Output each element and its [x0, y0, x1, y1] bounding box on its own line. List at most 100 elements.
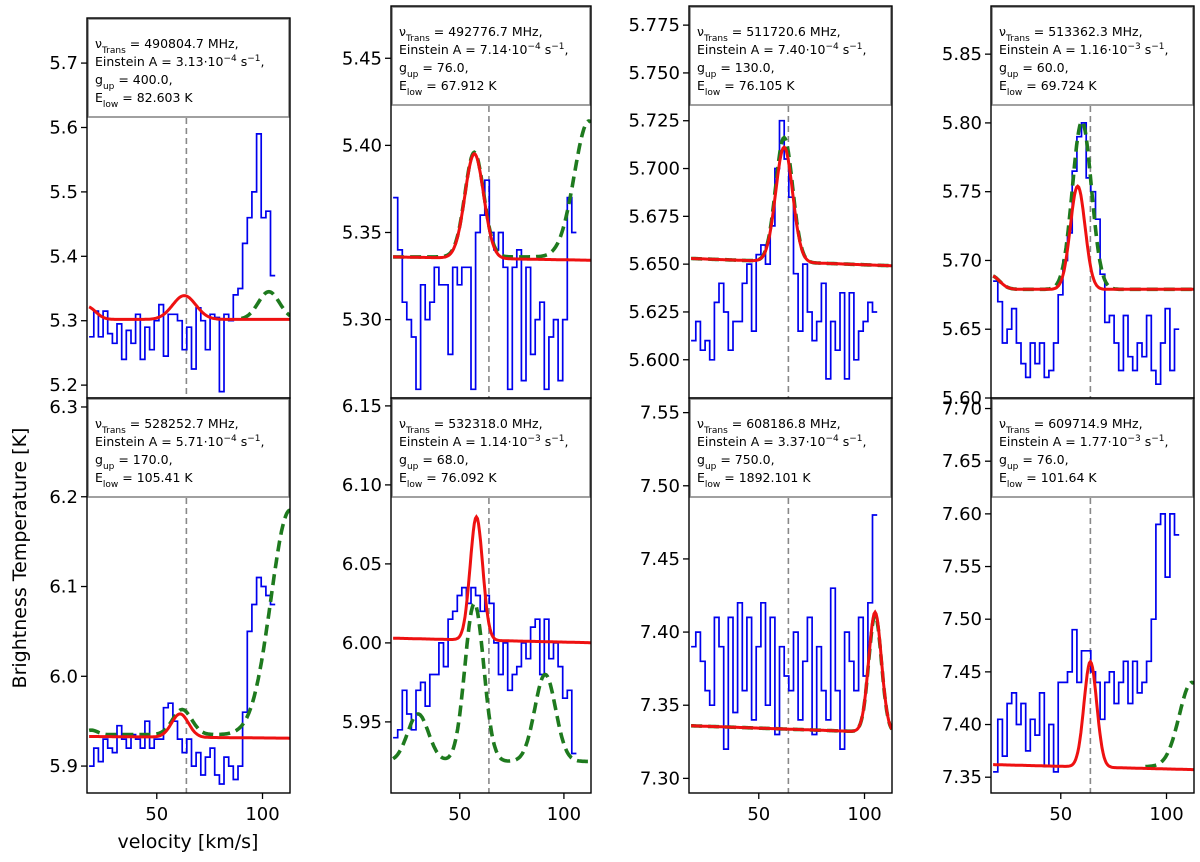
y-tick-label: 5.700 [628, 159, 680, 180]
model-spectrum [88, 508, 290, 737]
transition-info-line: gup = 60.0, [999, 60, 1069, 80]
transition-info-line: Einstein A = 1.77·10−3 s−1, [999, 434, 1169, 449]
x-tick-label: 50 [145, 804, 168, 825]
y-axis-label: Brightness Temperature [K] [9, 428, 31, 689]
transition-info-line: νTrans = 609714.9 MHz, [999, 416, 1143, 436]
transition-info-line: νTrans = 528252.7 MHz, [95, 416, 239, 436]
panel-grid: νTrans = 490804.7 MHz,Einstein A = 3.13·… [49, 5, 1195, 825]
y-tick-label: 6.3 [49, 397, 78, 418]
transition-info-line: Elow = 69.724 K [999, 78, 1097, 98]
model-spectrum [392, 600, 591, 764]
panel-6: νTrans = 532318.0 MHz,Einstein A = 1.14·… [342, 396, 592, 825]
panel-1: νTrans = 490804.7 MHz,Einstein A = 3.13·… [49, 17, 291, 404]
y-tick-label: 7.35 [640, 695, 680, 716]
observed-spectrum [691, 514, 878, 750]
y-tick-label: 5.775 [628, 15, 680, 36]
transition-info-box [689, 398, 892, 498]
y-tick-label: 5.70 [942, 250, 982, 271]
transition-info-line: gup = 68.0, [399, 452, 469, 472]
transition-info-line: Elow = 1892.101 K [697, 470, 811, 490]
y-tick-label: 6.2 [49, 487, 78, 508]
transition-info-line: νTrans = 511720.6 MHz, [697, 24, 841, 44]
y-tick-label: 5.625 [628, 302, 680, 323]
y-tick-label: 5.85 [942, 44, 982, 65]
transition-info-line: Elow = 67.912 K [399, 78, 497, 98]
model-spectrum [992, 118, 1194, 292]
y-tick-label: 7.65 [942, 451, 982, 472]
y-tick-label: 7.70 [942, 399, 982, 420]
x-tick-label: 50 [1049, 804, 1072, 825]
y-tick-label: 5.6 [49, 117, 78, 138]
y-tick-label: 6.0 [49, 666, 78, 687]
transition-info-box [689, 6, 892, 106]
transition-info-line: gup = 76.0, [999, 452, 1069, 472]
y-tick-label: 6.15 [342, 396, 382, 417]
transition-info-line: gup = 130.0, [697, 60, 775, 80]
observed-spectrum [393, 586, 577, 755]
y-tick-label: 7.55 [640, 403, 680, 424]
model-spectrum [1145, 680, 1194, 769]
y-tick-label: 5.675 [628, 206, 680, 227]
model-spectrum [240, 289, 290, 321]
panel-frame [990, 397, 1195, 794]
panel-frame [86, 397, 291, 794]
y-tick-label: 5.7 [49, 53, 78, 74]
y-tick-label: 5.725 [628, 111, 680, 132]
fit-spectrum [691, 145, 892, 268]
fit-spectrum [89, 712, 290, 740]
transition-info-line: gup = 170.0, [95, 452, 173, 472]
y-tick-label: 7.30 [640, 768, 680, 789]
panel-3: νTrans = 511720.6 MHz,Einstein A = 7.40·… [628, 5, 893, 404]
transition-info-line: νTrans = 490804.7 MHz, [95, 36, 239, 56]
observed-spectrum [691, 119, 878, 380]
y-tick-label: 5.5 [49, 182, 78, 203]
transition-info-line: νTrans = 492776.7 MHz, [399, 24, 543, 44]
observed-spectrum [393, 179, 577, 391]
transition-info-line: Elow = 105.41 K [95, 470, 193, 490]
transition-info-line: gup = 76.0, [399, 60, 469, 80]
fit-spectrum [393, 151, 591, 262]
x-tick-label: 50 [448, 804, 471, 825]
transition-info-box [991, 398, 1194, 498]
y-tick-label: 6.00 [342, 633, 382, 654]
y-tick-label: 5.9 [49, 756, 78, 777]
transition-info-line: Einstein A = 1.14·10−3 s−1, [399, 434, 569, 449]
y-tick-label: 5.45 [342, 48, 382, 69]
panel-4: νTrans = 513362.3 MHz,Einstein A = 1.16·… [942, 5, 1195, 409]
x-tick-label: 100 [847, 804, 881, 825]
y-tick-label: 7.50 [942, 609, 982, 630]
transition-info-line: Elow = 82.603 K [95, 90, 193, 110]
x-tick-label: 100 [547, 804, 581, 825]
transition-info-line: νTrans = 513362.3 MHz, [999, 24, 1143, 44]
observed-spectrum [993, 513, 1180, 773]
transition-info-line: gup = 400.0, [95, 72, 173, 92]
y-tick-label: 5.750 [628, 63, 680, 84]
transition-info-box [991, 6, 1194, 106]
fit-spectrum [393, 514, 591, 645]
transition-info-line: gup = 750.0, [697, 452, 775, 472]
y-tick-label: 5.600 [628, 350, 680, 371]
transition-info-box [87, 18, 290, 118]
y-tick-label: 6.05 [342, 554, 382, 575]
y-tick-label: 5.80 [942, 113, 982, 134]
y-tick-label: 7.55 [942, 557, 982, 578]
fit-spectrum [992, 184, 1194, 291]
y-tick-label: 5.75 [942, 182, 982, 203]
transition-info-line: Einstein A = 3.37·10−4 s−1, [697, 434, 867, 449]
y-tick-label: 7.40 [942, 715, 982, 736]
y-tick-label: 7.60 [942, 504, 982, 525]
y-tick-label: 5.30 [342, 310, 382, 331]
y-tick-label: 6.1 [49, 577, 78, 598]
panel-8: νTrans = 609714.9 MHz,Einstein A = 1.77·… [942, 397, 1195, 825]
y-tick-label: 7.45 [942, 662, 982, 683]
transition-info-line: νTrans = 608186.8 MHz, [697, 416, 841, 436]
transition-info-line: Elow = 101.64 K [999, 470, 1097, 490]
panel-frame [688, 397, 893, 794]
y-tick-label: 5.4 [49, 246, 78, 267]
observed-spectrum [89, 576, 276, 785]
transition-info-line: Einstein A = 5.71·10−4 s−1, [95, 434, 265, 449]
y-tick-label: 5.35 [342, 222, 382, 243]
x-tick-label: 100 [245, 804, 279, 825]
observed-spectrum [89, 133, 276, 393]
